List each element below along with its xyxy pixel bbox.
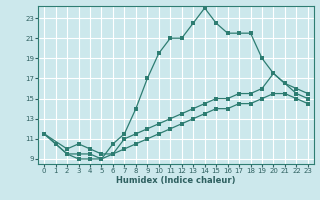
X-axis label: Humidex (Indice chaleur): Humidex (Indice chaleur) xyxy=(116,176,236,185)
